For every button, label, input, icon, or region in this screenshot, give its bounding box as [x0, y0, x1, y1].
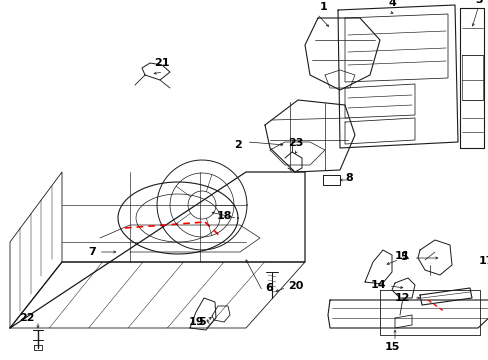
- Text: 14: 14: [369, 280, 385, 290]
- Text: 22: 22: [20, 313, 35, 323]
- Text: 21: 21: [154, 58, 169, 68]
- Text: 7: 7: [88, 247, 96, 257]
- Text: 8: 8: [345, 173, 352, 183]
- Text: 15: 15: [384, 342, 399, 352]
- Text: 5: 5: [399, 252, 407, 262]
- Text: 20: 20: [287, 281, 303, 291]
- Text: 4: 4: [387, 0, 395, 8]
- Text: 3: 3: [474, 0, 482, 5]
- Text: 5: 5: [198, 317, 205, 327]
- Text: 11: 11: [394, 251, 409, 261]
- Text: 23: 23: [288, 138, 303, 148]
- Text: 2: 2: [234, 140, 242, 150]
- Text: 1: 1: [319, 2, 327, 12]
- Text: 18: 18: [216, 211, 231, 221]
- Text: 12: 12: [394, 293, 409, 303]
- Text: 19: 19: [188, 317, 203, 327]
- Text: 17: 17: [478, 256, 488, 266]
- Text: 6: 6: [264, 283, 272, 293]
